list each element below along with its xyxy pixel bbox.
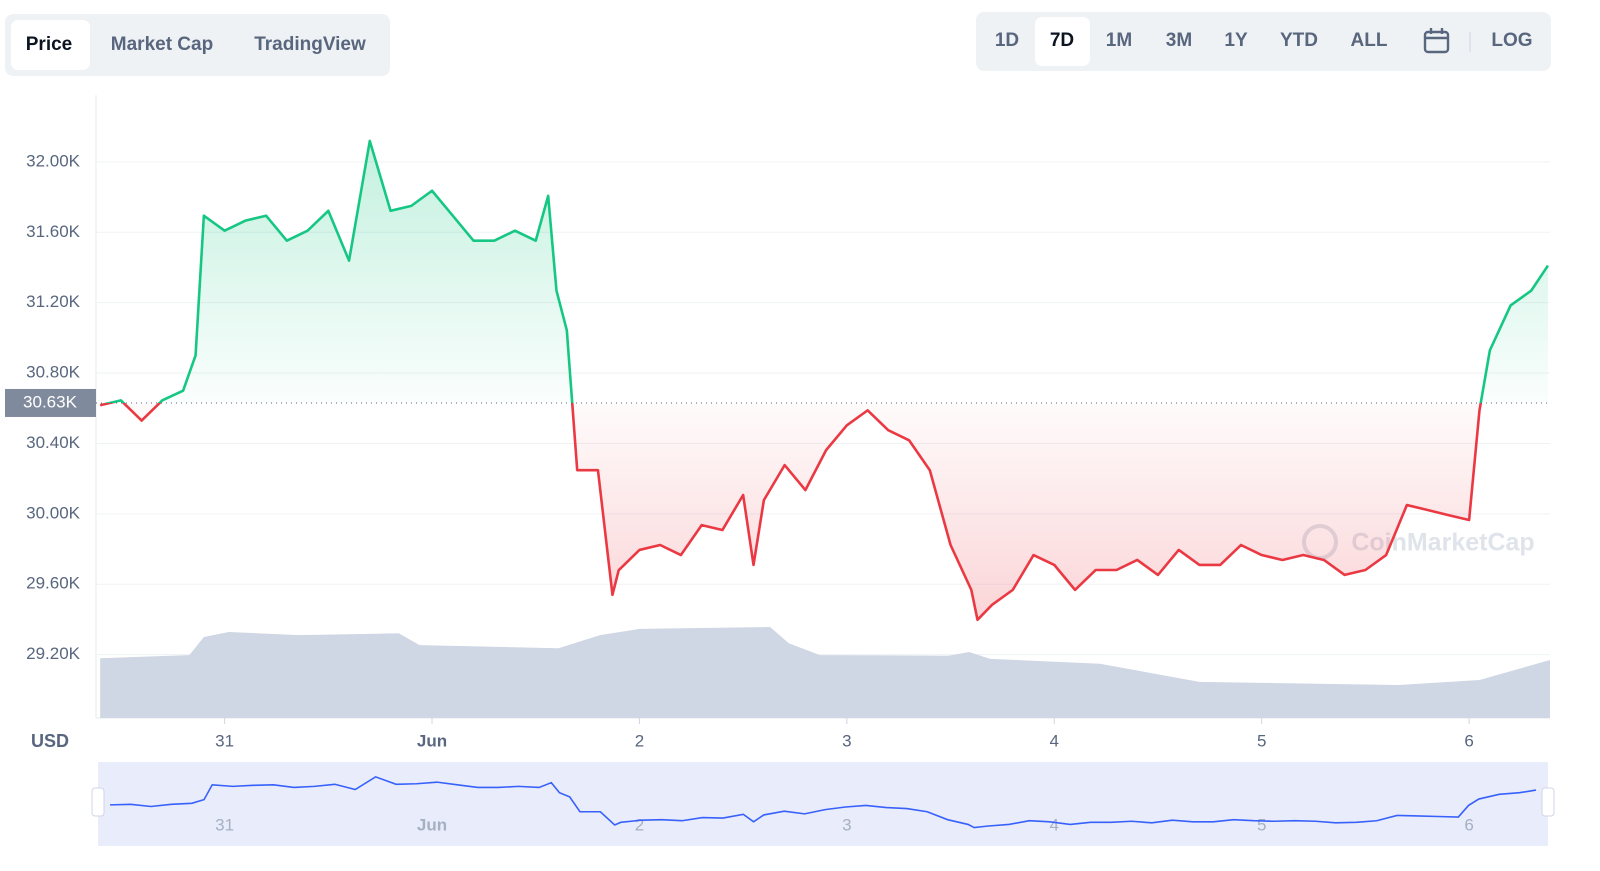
y-tick-label: 29.60K xyxy=(26,574,81,593)
x-tick-label: 31 xyxy=(215,731,234,750)
navigator-tick-label: 31 xyxy=(215,815,234,834)
x-tick-label: Jun xyxy=(417,731,447,750)
price-line xyxy=(99,139,1550,622)
range-button[interactable]: 3M xyxy=(1166,30,1192,51)
range-button[interactable]: 1D xyxy=(995,30,1019,51)
range-button[interactable]: 1Y xyxy=(1224,30,1248,51)
navigator-bg xyxy=(98,762,1548,846)
navigator-tick-label: 4 xyxy=(1050,815,1059,834)
navigator-tick-label: 3 xyxy=(842,815,851,834)
y-tick-label: 30.80K xyxy=(26,363,81,382)
y-tick-label: 30.00K xyxy=(26,503,81,522)
range-button[interactable]: YTD xyxy=(1280,30,1318,51)
y-tick-label: 32.00K xyxy=(26,151,81,170)
y-tick-label: 29.20K xyxy=(26,644,81,663)
tab[interactable]: Market Cap xyxy=(111,34,213,55)
log-button[interactable]: LOG xyxy=(1491,30,1532,51)
range-button[interactable]: 7D xyxy=(1050,30,1074,51)
x-tick-label: 4 xyxy=(1050,731,1059,750)
range-button[interactable]: 1M xyxy=(1106,30,1132,51)
navigator-handle[interactable] xyxy=(91,787,105,817)
volume-area xyxy=(100,627,1551,718)
baseline-label-bg xyxy=(5,388,96,417)
x-tick-label: 3 xyxy=(842,731,851,750)
tab[interactable]: Price xyxy=(26,34,72,55)
tab[interactable]: TradingView xyxy=(254,34,366,55)
x-tick-label: 6 xyxy=(1464,731,1473,750)
baseline-label: 30.63K xyxy=(23,392,78,411)
navigator-tick-label: 2 xyxy=(635,815,644,834)
range-button[interactable]: ALL xyxy=(1351,30,1388,51)
calendar-icon[interactable] xyxy=(1423,28,1450,54)
y-tick-label: 31.60K xyxy=(26,222,81,241)
tab-group xyxy=(5,14,390,76)
y-tick-label: 31.20K xyxy=(26,292,81,311)
range-active-bg xyxy=(1035,17,1090,66)
y-tick-label: 30.40K xyxy=(26,433,81,452)
range-buttons: 1D 7D 1M 3M 1Y YTD ALL xyxy=(995,30,1388,51)
x-tick-label: 5 xyxy=(1257,731,1266,750)
price-area xyxy=(100,140,1548,620)
navigator-line xyxy=(110,775,1537,829)
x-tick-label: 2 xyxy=(635,731,644,750)
range-group xyxy=(976,12,1551,71)
navigator-tick-label: Jun xyxy=(417,815,447,834)
navigator-tick-label: 6 xyxy=(1464,815,1473,834)
navigator-tick-label: 5 xyxy=(1257,815,1266,834)
navigator-handle[interactable] xyxy=(1541,787,1555,817)
tab-active-bg xyxy=(11,20,90,70)
currency-label: USD xyxy=(31,731,69,751)
